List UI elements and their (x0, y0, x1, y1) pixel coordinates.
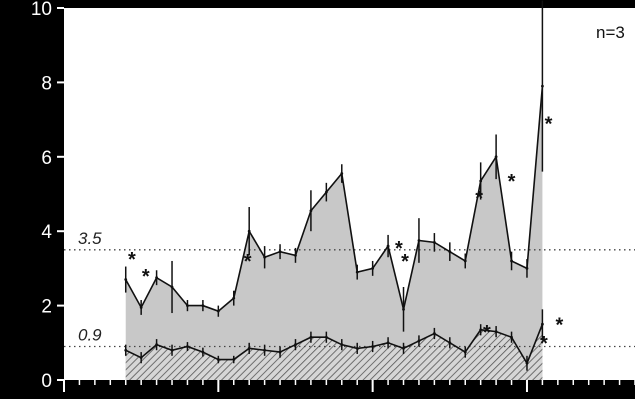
reference-label-1: 3.5 (78, 229, 102, 248)
series-2-point (232, 358, 236, 361)
series-2-point (278, 350, 282, 354)
y-tick-label: 4 (41, 222, 52, 243)
series-2-point (417, 339, 421, 343)
significance-star: * (545, 113, 553, 135)
significance-star: * (401, 251, 409, 273)
series-2-point (201, 350, 205, 354)
series-1-point (247, 229, 251, 233)
series-1-point (417, 239, 421, 242)
series-1-line (125, 86, 544, 313)
series-1-point (124, 278, 128, 281)
series-2-point (510, 335, 513, 339)
series-2-point (309, 335, 313, 339)
series-2-point (448, 341, 452, 345)
series-1-point (324, 190, 328, 194)
significance-star: * (475, 188, 483, 210)
series-2-point (294, 343, 297, 347)
series-2-point (247, 346, 251, 350)
series-1-point (510, 259, 513, 263)
series-1-point (294, 253, 297, 257)
series-1-point (402, 307, 405, 311)
y-tick-label: 0 (41, 371, 52, 392)
series-2-point (155, 343, 158, 347)
series-2-point (371, 345, 375, 348)
series-1-point (541, 84, 544, 88)
significance-star: * (395, 238, 403, 260)
series-2-point (402, 346, 405, 350)
y-tick-label: 8 (41, 73, 52, 94)
series-1-point (278, 250, 282, 254)
series-2-point (216, 358, 220, 361)
series-2-point (186, 345, 189, 348)
significance-star: * (540, 333, 548, 355)
series-1-point (386, 244, 390, 248)
series-1-point (216, 309, 220, 313)
series-2-point (124, 348, 128, 352)
significance-star: * (244, 251, 252, 273)
series-1-point (371, 267, 375, 270)
series-2-point (479, 328, 483, 332)
series-1-point (201, 304, 205, 307)
series-1-point (463, 259, 467, 263)
sample-size-annotation: n=3 (596, 23, 625, 42)
series-1-point (525, 267, 529, 270)
series-1-area (125, 86, 543, 381)
series-2-point (340, 343, 344, 347)
series-1-point (139, 306, 143, 309)
series-2-point (386, 341, 390, 345)
series-2-line (125, 323, 544, 366)
series-2-point (541, 322, 544, 326)
series-2-point (139, 356, 143, 360)
series-1-point (232, 296, 236, 300)
series-1-point (186, 304, 189, 307)
series-1-point (155, 276, 158, 280)
y-tick-label: 6 (41, 148, 52, 169)
series-2-point (463, 350, 467, 354)
series-1-point (494, 155, 498, 159)
series-2-point (170, 348, 174, 352)
significance-star: * (483, 322, 491, 344)
series-1-point (479, 179, 483, 183)
series-1-point (340, 172, 344, 175)
significance-star: * (555, 314, 563, 336)
series-2-point (355, 346, 359, 350)
series-2-point (263, 348, 267, 352)
significance-star: * (128, 249, 136, 271)
series-1-point (309, 209, 313, 213)
series-1-point (263, 255, 267, 259)
y-tick-label: 2 (41, 297, 52, 318)
significance-star: * (508, 171, 516, 193)
series-1-point (355, 270, 359, 274)
significance-star: * (142, 266, 150, 288)
series-1-point (170, 285, 174, 289)
series-2-area (125, 324, 543, 380)
series-2-point (324, 335, 328, 339)
y-tick-label: 10 (31, 0, 52, 20)
series-1-point (432, 240, 436, 244)
series-2-point (525, 361, 529, 365)
series-2-point (494, 330, 498, 334)
reference-label-2: 0.9 (78, 326, 102, 345)
series-1-point (448, 250, 452, 254)
series-2-point (432, 332, 436, 335)
